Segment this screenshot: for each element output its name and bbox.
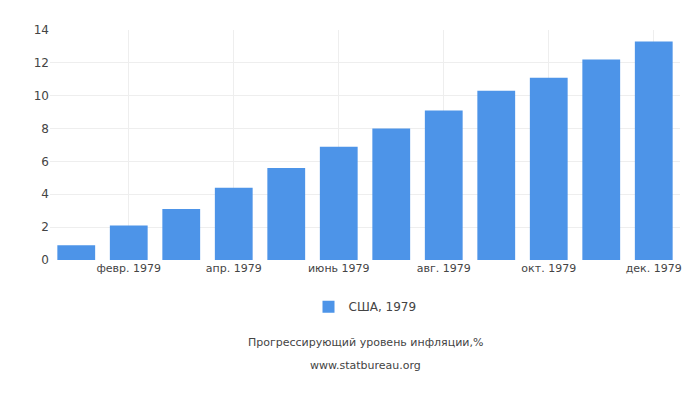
svg-text:4: 4 (41, 187, 49, 201)
svg-text:апр. 1979: апр. 1979 (206, 262, 262, 275)
svg-text:6: 6 (41, 155, 49, 169)
svg-text:www.statbureau.org: www.statbureau.org (310, 359, 421, 372)
svg-text:авг. 1979: авг. 1979 (417, 262, 471, 275)
svg-text:14: 14 (34, 23, 49, 37)
svg-text:10: 10 (34, 89, 49, 103)
svg-text:окт. 1979: окт. 1979 (521, 262, 576, 275)
svg-text:8: 8 (41, 122, 49, 136)
svg-text:июнь 1979: июнь 1979 (308, 262, 370, 275)
svg-text:0: 0 (41, 253, 49, 267)
svg-text:февр. 1979: февр. 1979 (96, 262, 161, 275)
svg-text:2: 2 (41, 220, 49, 234)
svg-text:дек. 1979: дек. 1979 (626, 262, 682, 275)
svg-text:Прогрессирующий уровень инфляц: Прогрессирующий уровень инфляции,% (248, 336, 483, 349)
svg-text:12: 12 (34, 56, 49, 70)
svg-text:США, 1979: США, 1979 (349, 300, 417, 314)
